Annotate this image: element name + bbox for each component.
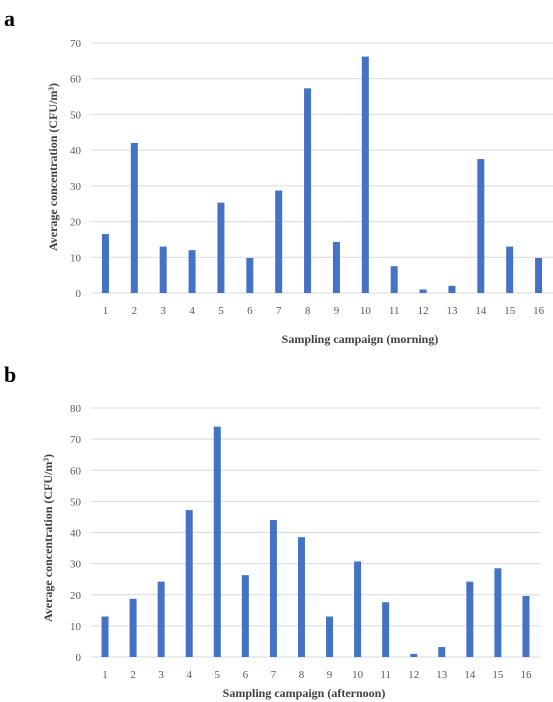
panel-a-y-tick-label: 30 — [70, 181, 82, 193]
panel-a-y-tick-label: 70 — [70, 38, 82, 50]
panel-a-bar-16 — [535, 258, 543, 293]
panel-b-bar-7 — [269, 520, 277, 657]
panel-b-x-tick-label: 9 — [327, 669, 333, 681]
panel-b-x-ticks: 1 2 3 4 5 6 7 8 9 10 11 12 13 14 15 16 — [102, 669, 532, 681]
panel-a-x-tick-label: 10 — [360, 305, 372, 317]
panel-a-bar-6 — [246, 258, 254, 293]
panel-a-x-tick-label: 5 — [218, 305, 224, 317]
panel-b-y-tick-label: 40 — [70, 528, 82, 540]
panel-b-y-tick-label: 60 — [70, 465, 82, 477]
panel-b-x-tick-label: 12 — [408, 669, 419, 681]
panel-a-x-tick-label: 16 — [533, 305, 545, 317]
panel-b-x-tick-label: 13 — [436, 669, 448, 681]
panel-a-x-tick-label: 12 — [418, 305, 429, 317]
panel-a-x-tick-label: 1 — [103, 305, 109, 317]
panel-b-x-axis-title: Sampling campaign (afternoon) — [223, 686, 386, 700]
panel-b-bar-2 — [129, 598, 137, 657]
panel-b-bar-6 — [241, 575, 249, 657]
panel-b-y-tick-label: 0 — [76, 652, 82, 664]
panel-b-x-tick-label: 15 — [492, 669, 504, 681]
panel-a-x-axis-title: Sampling campaign (morning) — [282, 332, 439, 346]
panel-letter-a: a — [4, 6, 15, 31]
panel-a-bar-4 — [188, 250, 196, 293]
panel-b-bars — [101, 426, 530, 657]
panel-a-y-ticks: 0 10 20 30 40 50 60 70 — [70, 38, 82, 300]
panel-b-y-tick-label: 10 — [70, 621, 82, 633]
panel-b-x-tick-label: 7 — [271, 669, 277, 681]
panel-a-bar-2 — [130, 143, 138, 293]
panel-b-grid — [91, 407, 540, 658]
panel-b-x-tick-label: 14 — [464, 669, 476, 681]
panel-a-bar-3 — [159, 246, 167, 293]
panel-b-bar-13 — [438, 647, 446, 657]
panel-a-y-tick-label: 20 — [70, 217, 82, 229]
panel-letter-b: b — [4, 362, 16, 387]
panel-a-x-tick-label: 14 — [475, 305, 487, 317]
panel-b-x-tick-label: 4 — [186, 669, 192, 681]
panel-b-x-tick-label: 2 — [130, 669, 136, 681]
panel-a-bar-12 — [419, 289, 427, 293]
panel-b-bar-5 — [213, 426, 221, 657]
panel-a-x-tick-label: 9 — [334, 305, 340, 317]
panel-a-x-tick-label: 15 — [504, 305, 516, 317]
panel-b-bar-10 — [354, 561, 362, 657]
panel-a-grid — [91, 42, 553, 294]
panel-a-bar-8 — [304, 88, 312, 293]
panel-a-x-ticks: 1 2 3 4 5 6 7 8 9 10 11 12 13 14 15 16 — [103, 305, 545, 317]
panel-b-bar-8 — [297, 537, 305, 657]
panel-b-bar-4 — [185, 510, 193, 657]
panel-b-y-tick-label: 50 — [70, 496, 82, 508]
panel-a-x-tick-label: 3 — [160, 305, 166, 317]
panel-a-y-tick-label: 40 — [70, 145, 82, 157]
panel-b-x-tick-label: 10 — [352, 669, 364, 681]
panel-a-bar-14 — [477, 159, 485, 293]
panel-b-bar-9 — [326, 616, 334, 657]
panel-a-y-tick-label: 50 — [70, 109, 82, 121]
panel-b-x-tick-label: 8 — [299, 669, 305, 681]
panel-b-bar-14 — [466, 581, 474, 657]
panel-b-y-tick-label: 70 — [70, 434, 82, 446]
panel-b-bar-1 — [101, 616, 109, 657]
panel-a-x-tick-label: 7 — [276, 305, 282, 317]
panel-b-y-tick-label: 80 — [70, 403, 82, 415]
panel-a-bars — [101, 56, 543, 294]
panel-a-y-tick-label: 60 — [70, 74, 82, 86]
panel-b-x-tick-label: 16 — [520, 669, 532, 681]
panel-a-bar-9 — [332, 241, 340, 293]
panel-b-bar-16 — [522, 595, 530, 657]
panel-b-y-ticks: 0 10 20 30 40 50 60 70 80 — [70, 403, 82, 664]
panel-a-x-tick-label: 11 — [389, 305, 400, 317]
panel-b-bar-12 — [410, 653, 418, 657]
panel-a-x-tick-label: 8 — [305, 305, 311, 317]
panel-b-bar-11 — [382, 602, 390, 657]
panel-b-x-tick-label: 1 — [102, 669, 108, 681]
panel-a-y-axis-title: Average concentration (CFU/m³) — [46, 83, 60, 251]
panel-a-bar-13 — [448, 285, 456, 293]
panel-a-x-tick-label: 13 — [446, 305, 458, 317]
panel-a-y-tick-label: 0 — [76, 288, 82, 300]
panel-a-bar-15 — [506, 246, 514, 293]
panel-a-bar-7 — [275, 190, 283, 293]
panel-b-y-tick-label: 30 — [70, 559, 82, 571]
panel-b-x-tick-label: 6 — [243, 669, 249, 681]
panel-a-bar-11 — [390, 266, 398, 293]
panel-a-x-tick-label: 6 — [247, 305, 253, 317]
panel-b-x-tick-label: 5 — [215, 669, 221, 681]
panel-a-bar-1 — [101, 234, 109, 293]
panel-a-x-tick-label: 2 — [132, 305, 138, 317]
panel-b-x-tick-label: 3 — [158, 669, 164, 681]
panel-b-x-tick-label: 11 — [380, 669, 391, 681]
panel-a-bar-5 — [217, 202, 225, 293]
panel-a-bar-10 — [361, 56, 369, 294]
panel-b-y-tick-label: 20 — [70, 590, 82, 602]
panel-a-y-tick-label: 10 — [70, 252, 82, 264]
panel-b-bar-3 — [157, 581, 165, 657]
panel-a-x-tick-label: 4 — [189, 305, 195, 317]
panel-b-y-axis-title: Average concentration (CFU/m³) — [41, 454, 55, 622]
panel-b-bar-15 — [494, 568, 502, 657]
